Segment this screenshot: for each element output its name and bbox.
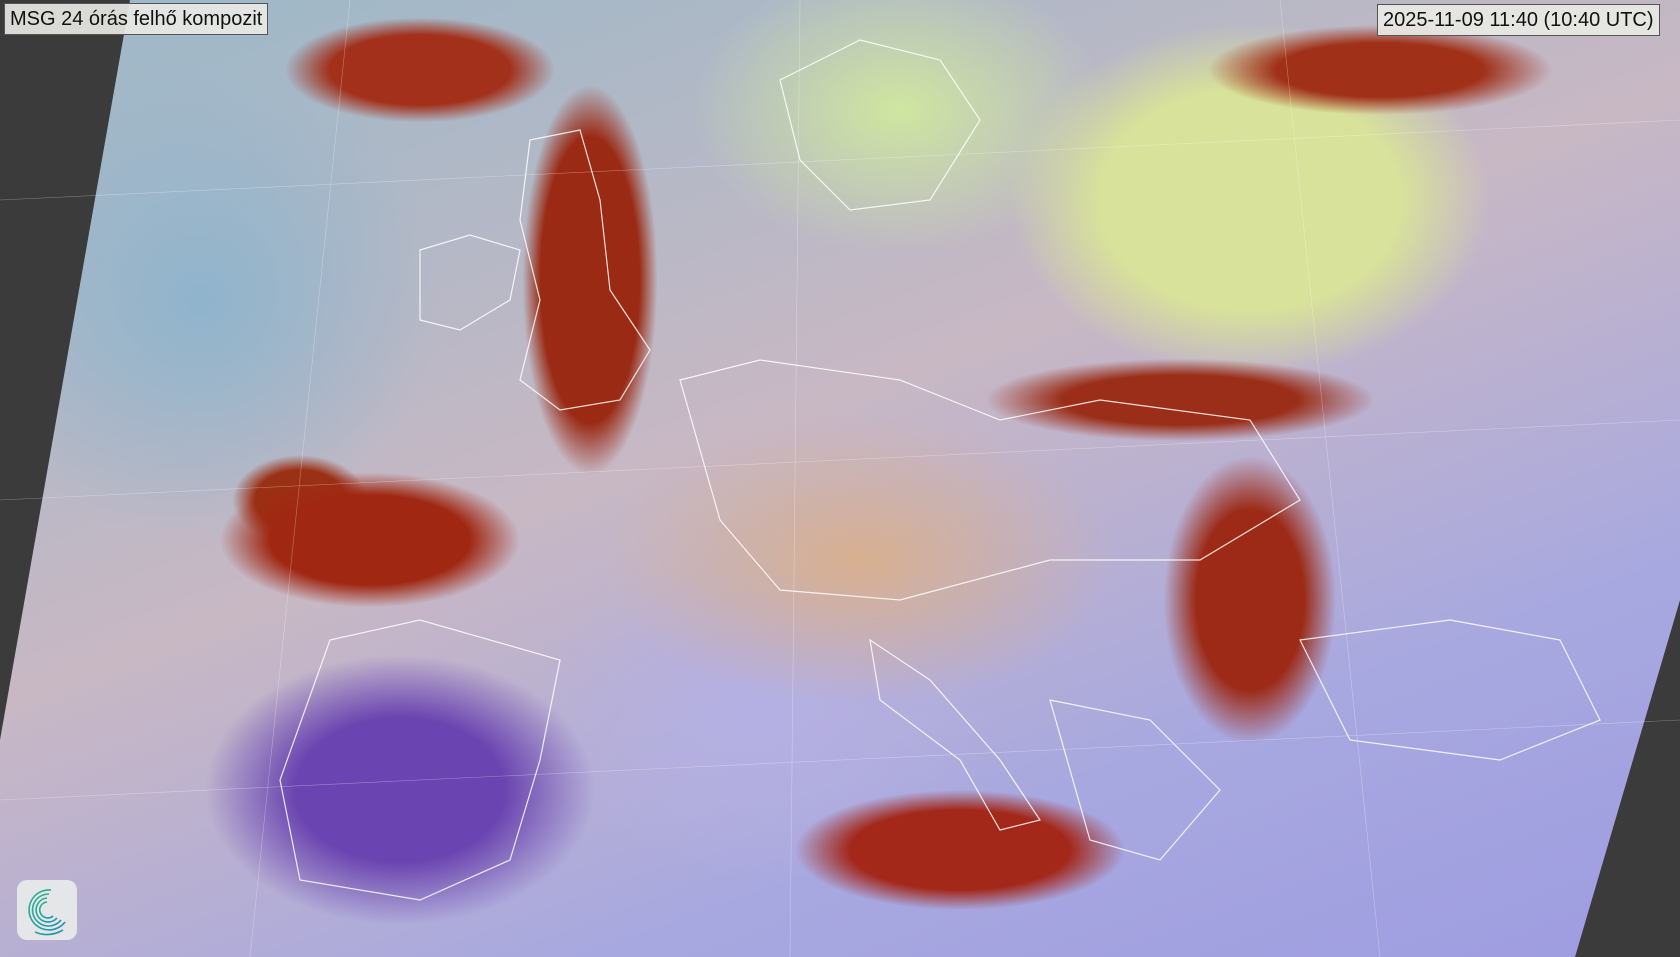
balkans-outline	[1049, 699, 1221, 861]
black-sea-outline	[1299, 619, 1601, 761]
britain-outline	[519, 129, 651, 411]
central-europe-borders	[679, 359, 1301, 601]
italy-outline	[869, 638, 1041, 831]
product-title: MSG 24 órás felhő kompozit	[4, 3, 269, 35]
ireland-outline	[419, 234, 521, 331]
spiral-logo-icon	[17, 880, 77, 940]
scandinavia-outline	[779, 39, 981, 211]
iberia-outline	[279, 619, 561, 901]
timestamp-label: 2025-11-09 11:40 (10:40 UTC)	[1377, 4, 1660, 36]
